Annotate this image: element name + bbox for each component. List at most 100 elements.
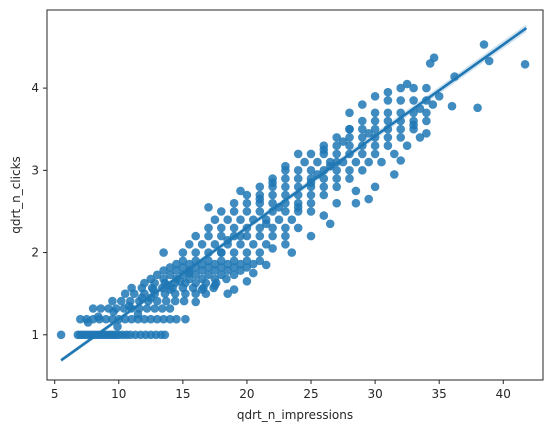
data-point [191, 231, 200, 241]
data-point [332, 174, 342, 183]
data-point [434, 92, 444, 101]
data-point [242, 256, 252, 266]
points-layer [56, 40, 530, 340]
x-tick-label: 30 [367, 387, 382, 401]
data-point [383, 116, 393, 126]
data-point [268, 231, 277, 241]
data-point [345, 124, 354, 134]
data-point [242, 277, 252, 286]
data-point [236, 266, 245, 275]
data-point [161, 296, 171, 306]
data-point [370, 149, 380, 159]
data-point [281, 231, 290, 241]
data-point [197, 274, 207, 284]
data-point [217, 207, 226, 216]
data-point [358, 100, 367, 109]
data-point [204, 263, 213, 272]
data-point [152, 296, 162, 306]
data-point [197, 266, 207, 275]
data-point [229, 263, 239, 272]
data-point [210, 274, 220, 284]
data-point [255, 223, 265, 233]
data-point [229, 256, 239, 266]
data-point [204, 256, 213, 266]
data-point [197, 240, 207, 249]
data-point [255, 256, 265, 266]
data-point [236, 186, 245, 196]
y-axis-label: qdrt_n_clicks [9, 156, 23, 234]
data-point [268, 244, 277, 253]
data-point [242, 263, 252, 272]
data-point [383, 141, 393, 150]
data-point [56, 330, 66, 340]
data-point [332, 166, 342, 175]
x-axis: 5 10 15 20 25 30 35 40 [51, 380, 511, 401]
data-point [268, 178, 277, 187]
data-point [370, 124, 380, 134]
data-point [101, 314, 111, 324]
data-point [281, 240, 290, 249]
data-point [447, 101, 457, 111]
data-point [165, 270, 175, 280]
data-point [236, 215, 245, 224]
data-point [210, 281, 220, 290]
data-point [415, 133, 425, 142]
data-point [358, 133, 367, 142]
data-point [281, 174, 290, 183]
data-point [108, 296, 117, 306]
data-point [268, 198, 277, 208]
data-point [179, 296, 189, 306]
data-point [479, 40, 489, 49]
data-point [127, 283, 136, 293]
y-axis: 1 2 3 4 [31, 81, 47, 342]
data-point [300, 157, 309, 167]
data-point [428, 100, 438, 109]
data-point [242, 248, 252, 257]
data-point [364, 194, 374, 204]
data-point [76, 314, 85, 324]
data-point [306, 231, 316, 241]
data-point [332, 198, 342, 208]
data-point [249, 259, 258, 269]
data-point [429, 53, 439, 62]
data-point [255, 248, 265, 257]
data-point [255, 231, 265, 241]
data-point [319, 190, 329, 200]
data-point [370, 141, 380, 150]
data-point [287, 248, 297, 257]
data-point [204, 203, 213, 212]
data-point [204, 231, 213, 241]
data-point [120, 289, 130, 299]
data-point [313, 157, 322, 167]
data-point [109, 307, 118, 317]
data-point [191, 278, 200, 288]
data-point [158, 304, 167, 313]
x-tick-label: 35 [432, 387, 447, 401]
data-point [402, 141, 412, 150]
data-point [242, 231, 252, 241]
data-point [319, 182, 329, 192]
data-point [178, 256, 188, 266]
data-point [160, 330, 170, 340]
data-point [185, 240, 194, 249]
data-point [358, 166, 367, 175]
data-point [94, 312, 103, 322]
data-point [261, 260, 271, 270]
data-point [181, 314, 190, 324]
y-tick-label: 4 [31, 81, 39, 95]
data-point [306, 149, 316, 159]
x-tick-label: 15 [175, 387, 190, 401]
data-point [217, 263, 226, 272]
data-point [351, 157, 361, 167]
data-point [178, 263, 188, 272]
data-point [152, 270, 162, 280]
data-point [383, 96, 393, 105]
data-point [319, 145, 329, 155]
data-point [383, 108, 393, 118]
data-point [142, 304, 152, 313]
data-point [370, 108, 380, 118]
data-point [159, 248, 168, 257]
data-point [281, 207, 290, 216]
data-point [217, 248, 226, 257]
data-point [210, 240, 220, 249]
